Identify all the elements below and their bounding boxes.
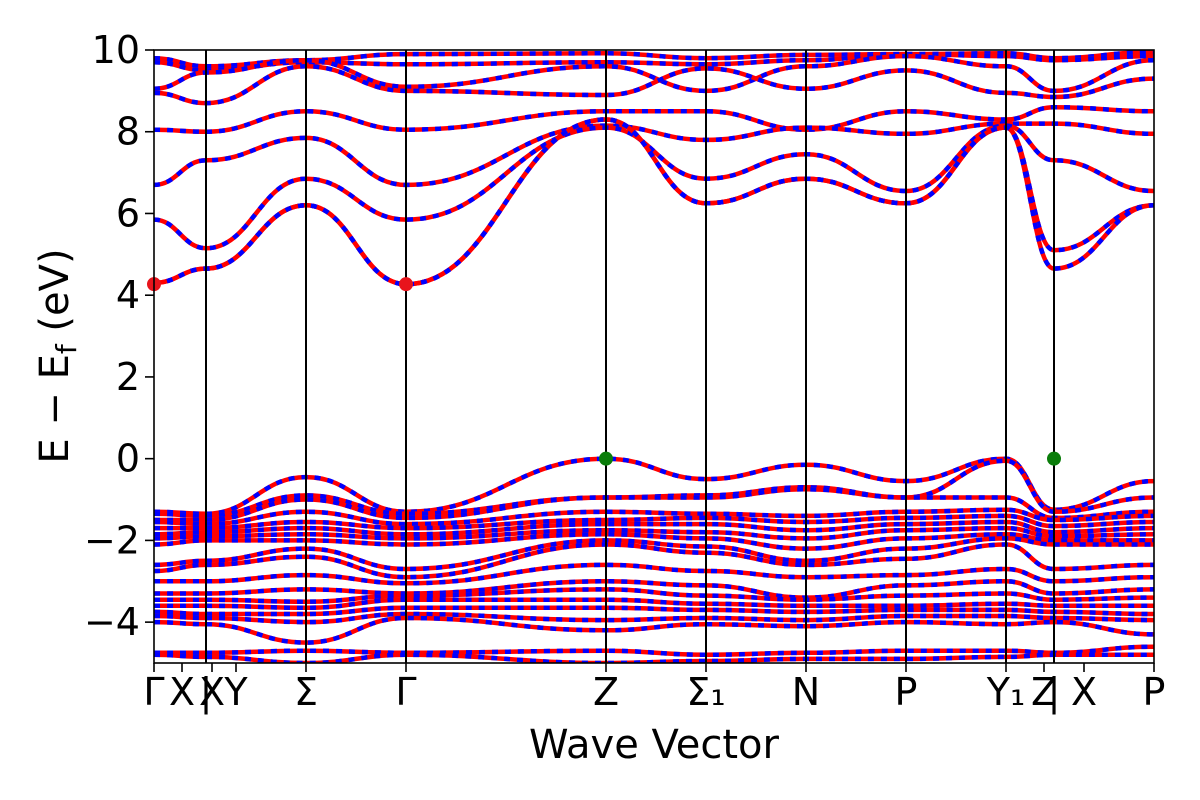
- svg-text:E − Ef (eV): E − Ef (eV): [32, 248, 83, 463]
- y-axis-label-sub: f: [50, 343, 83, 354]
- x-tick-label-13: |: [1048, 670, 1061, 715]
- band-line-dashed-19: [154, 562, 1154, 586]
- x-tick-label-7: Z: [593, 670, 619, 714]
- cbm-marker-1: [399, 277, 413, 292]
- x-axis-ticks: Γ X X| Y Σ Γ Z Σ₁ N P Y₁ Z| X P: [143, 663, 1165, 715]
- band-line-dashed-21: [154, 587, 1154, 604]
- band-line-dashed-3: [154, 64, 1154, 106]
- y-tick-label-7: −4: [84, 600, 140, 644]
- band-line-dashed-20: [154, 579, 1154, 600]
- band-line-dashed-12: [154, 507, 1154, 527]
- y-tick-label-4: 2: [116, 355, 140, 399]
- y-tick-label-5: 0: [116, 437, 140, 481]
- band-line-dashed-13: [154, 513, 1154, 531]
- x-tick-label-14: X: [1071, 670, 1097, 714]
- band-line-dashed-6: [154, 123, 1154, 251]
- x-tick-label-8: Σ₁: [686, 670, 725, 714]
- x-tick-label-5: Σ: [294, 670, 318, 714]
- band-line-dashed-18: [154, 542, 1154, 580]
- x-tick-label-6: Γ: [395, 670, 416, 714]
- band-line-dashed-11: [154, 487, 1154, 523]
- y-axis-label-main: E − E: [32, 354, 78, 464]
- x-tick-label-11: Y₁: [986, 670, 1025, 714]
- band-line-dashed-4: [154, 104, 1154, 134]
- x-tick-label-1: X: [169, 670, 195, 714]
- high-symmetry-lines: [205, 50, 1055, 663]
- band-line-dashed-24: [154, 611, 1154, 625]
- plot-frame: [153, 49, 1155, 664]
- y-axis-label: E − Ef (eV): [32, 248, 83, 463]
- y-tick-label-1: 8: [116, 110, 140, 154]
- y-tick-label-0: 10: [92, 28, 140, 72]
- y-axis-ticks: 10 8 6 4 2 0 −2 −4: [84, 28, 154, 644]
- x-tick-label-12: Z: [1031, 670, 1057, 714]
- x-tick-label-3: |: [200, 670, 213, 715]
- band-line-dashed-25: [154, 615, 1154, 645]
- band-line-dashed-14: [154, 519, 1154, 537]
- vbm-marker-3: [1047, 451, 1061, 466]
- x-tick-label-15: P: [1143, 670, 1166, 714]
- y-axis-label-tail: (eV): [32, 248, 78, 344]
- x-tick-label-10: P: [895, 670, 918, 714]
- band-line-dashed-23: [154, 605, 1154, 617]
- band-line-dashed-5: [154, 121, 1154, 188]
- x-tick-label-0: Γ: [143, 670, 164, 714]
- y-tick-label-3: 4: [116, 273, 140, 317]
- band-line-dashed-15: [154, 525, 1154, 541]
- band-line-dashed-26: [154, 644, 1154, 658]
- y-tick-label-6: −2: [84, 518, 140, 562]
- x-tick-label-9: N: [792, 670, 820, 714]
- x-tick-label-4: Y: [223, 670, 248, 714]
- x-tick-label-2: X: [199, 670, 225, 714]
- x-axis-label: Wave Vector: [529, 722, 780, 768]
- vbm-marker-2: [599, 451, 613, 466]
- band-line-dashed-2: [154, 53, 1154, 94]
- y-tick-label-2: 6: [116, 191, 140, 235]
- band-edge-markers: [147, 277, 1061, 466]
